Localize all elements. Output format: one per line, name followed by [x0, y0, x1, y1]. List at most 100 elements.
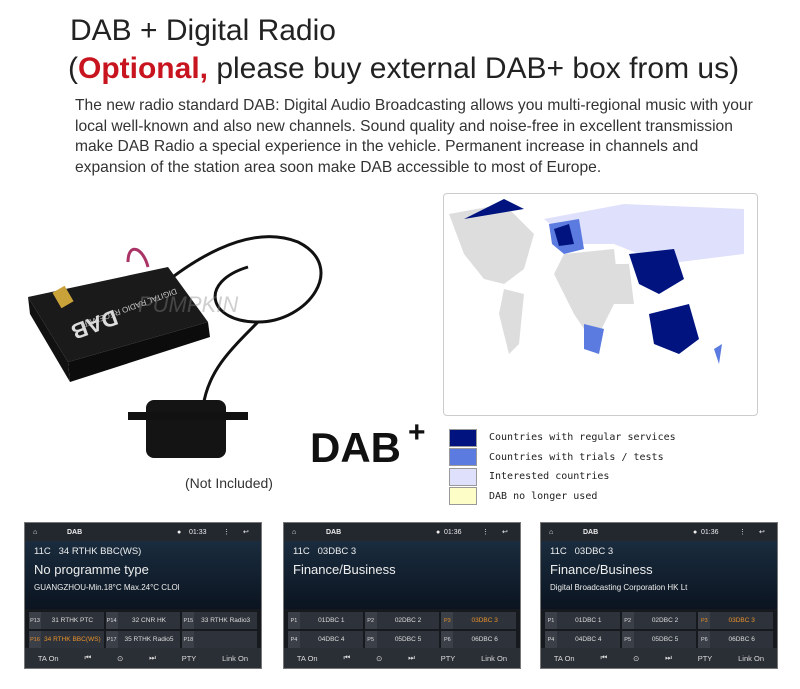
- menu-icon[interactable]: ⋮: [739, 529, 746, 536]
- preset-label: 03DBC 3: [471, 617, 498, 624]
- status-bar: ⌂ DAB ● 01:36 ⋮ ↩: [284, 523, 520, 541]
- preset-button[interactable]: P1 01DBC 1: [288, 612, 363, 629]
- preset-label: 01DBC 1: [575, 617, 602, 624]
- preset-button[interactable]: P15 33 RTHK Radio3: [182, 612, 258, 629]
- pty-button[interactable]: PTY: [697, 653, 713, 663]
- preset-label: 03DBC 3: [728, 617, 755, 624]
- prev-button[interactable]: ⏮: [600, 653, 608, 662]
- scan-button[interactable]: ⊙: [376, 653, 383, 663]
- ta-button[interactable]: TA On: [553, 653, 575, 663]
- programme-type: Finance/Business: [550, 562, 653, 577]
- dab-screen: ⌂ DAB ● 01:36 ⋮ ↩ 11C 03DBC 3 Finance/Bu…: [540, 522, 778, 669]
- dab-screen: ⌂ DAB ● 01:33 ⋮ ↩ 11C 34 RTHK BBC(WS) No…: [24, 522, 262, 669]
- preset-button[interactable]: P1 01DBC 1: [545, 612, 620, 629]
- preset-number: P1: [545, 612, 557, 629]
- preset-label: 33 RTHK Radio3: [201, 617, 251, 624]
- preset-number: P6: [441, 631, 454, 648]
- location-icon: ●: [436, 528, 441, 536]
- station-line: 11C 03DBC 3: [293, 546, 357, 557]
- next-button[interactable]: ⏭: [149, 653, 156, 662]
- description: The new radio standard DAB: Digital Audi…: [75, 97, 753, 176]
- prev-button[interactable]: ⏮: [84, 653, 92, 662]
- menu-icon[interactable]: ⋮: [223, 529, 230, 536]
- preset-grid: P1 01DBC 1 P2 02DBC 2 P3 03DBC 3 P4 04DBC 4 P5 05…: [541, 609, 777, 649]
- ta-button[interactable]: TA On: [296, 653, 318, 663]
- not-included-note: (Not Included): [185, 475, 273, 491]
- station-line: 11C 03DBC 3: [550, 546, 614, 557]
- bottom-toolbar: TA On ⏮ ⊙ ⏭ PTY Link On: [284, 648, 520, 668]
- dab-screen: ⌂ DAB ● 01:36 ⋮ ↩ 11C 03DBC 3 Finance/Bu…: [283, 522, 521, 669]
- preset-button[interactable]: P13 31 RTHK PTC: [29, 612, 104, 629]
- preset-button[interactable]: P3 03DBC 3: [441, 612, 517, 629]
- preset-button[interactable]: P4 04DBC 4: [288, 631, 363, 648]
- preset-button[interactable]: P3 03DBC 3: [698, 612, 774, 629]
- home-icon[interactable]: ⌂: [292, 528, 297, 536]
- home-icon[interactable]: ⌂: [33, 528, 38, 536]
- preset-button[interactable]: P6 06DBC 6: [698, 631, 774, 648]
- link-button[interactable]: Link On: [738, 653, 764, 663]
- programme-type: Finance/Business: [293, 562, 396, 577]
- station-info: 11C 03DBC 3 Finance/Business Digital Bro…: [541, 541, 777, 609]
- legend-label: Countries with trials / tests: [489, 451, 664, 463]
- preset-number: P16: [29, 631, 41, 648]
- pty-button[interactable]: PTY: [181, 653, 197, 663]
- preset-button[interactable]: P5 05DBC 5: [364, 631, 440, 648]
- back-icon[interactable]: ↩: [759, 529, 765, 536]
- preset-label: 02DBC 2: [651, 617, 679, 624]
- preset-label: 04DBC 4: [575, 636, 602, 643]
- home-icon[interactable]: ⌂: [549, 528, 554, 536]
- preset-button[interactable]: P17 35 RTHK Radio5: [105, 631, 181, 648]
- screen-title: DAB: [326, 528, 342, 536]
- link-button[interactable]: Link On: [222, 653, 248, 663]
- pty-button[interactable]: PTY: [440, 653, 456, 663]
- legend-swatch: [449, 428, 477, 447]
- menu-icon[interactable]: ⋮: [482, 529, 489, 536]
- prev-button[interactable]: ⏮: [343, 653, 351, 662]
- back-icon[interactable]: ↩: [502, 529, 508, 536]
- preset-number: P5: [364, 631, 377, 648]
- preset-number: P17: [105, 631, 118, 648]
- scan-button[interactable]: ⊙: [633, 653, 640, 663]
- page-subtitle: (Optional, please buy external DAB+ box …: [68, 52, 739, 86]
- preset-button[interactable]: P18: [182, 631, 258, 648]
- back-icon[interactable]: ↩: [243, 529, 249, 536]
- map-legend: Countries with regular services Countries…: [449, 428, 676, 506]
- subtitle-rest: please buy external DAB+ box from us): [208, 52, 740, 85]
- preset-number: P6: [698, 631, 711, 648]
- status-bar: ⌂ DAB ● 01:36 ⋮ ↩: [541, 523, 777, 541]
- preset-button[interactable]: P2 02DBC 2: [364, 612, 440, 629]
- link-button[interactable]: Link On: [481, 653, 507, 663]
- bottom-toolbar: TA On ⏮ ⊙ ⏭ PTY Link On: [541, 648, 777, 668]
- preset-button[interactable]: P16 34 RTHK BBC(WS): [29, 631, 104, 648]
- preset-button[interactable]: P4 04DBC 4: [545, 631, 620, 648]
- location-icon: ●: [693, 528, 698, 536]
- legend-item: Countries with regular services: [449, 428, 676, 448]
- svg-text:+: +: [408, 418, 426, 449]
- screen-title: DAB: [67, 528, 83, 536]
- legend-label: DAB no longer used: [489, 490, 598, 502]
- preset-number: P3: [441, 612, 454, 629]
- next-button[interactable]: ⏭: [665, 653, 672, 662]
- preset-label: 05DBC 5: [651, 636, 679, 643]
- svg-text:PUMPKIN: PUMPKIN: [138, 292, 238, 317]
- legend-item: DAB no longer used: [449, 487, 676, 507]
- preset-label: 32 CNR HK: [132, 617, 166, 624]
- legend-swatch: [449, 487, 477, 506]
- preset-number: P4: [288, 631, 300, 648]
- preset-button[interactable]: P6 06DBC 6: [441, 631, 517, 648]
- dab-receiver-image: DAB DIGITAL RADIO RECEIVER PUMPKIN: [28, 222, 328, 482]
- ta-button[interactable]: TA On: [37, 653, 59, 663]
- next-button[interactable]: ⏭: [408, 653, 415, 662]
- preset-button[interactable]: P5 05DBC 5: [621, 631, 697, 648]
- scan-button[interactable]: ⊙: [117, 653, 124, 663]
- clock: 01:33: [189, 528, 207, 536]
- preset-button[interactable]: P2 02DBC 2: [621, 612, 697, 629]
- preset-label: 01DBC 1: [318, 617, 345, 624]
- screen-title: DAB: [583, 528, 599, 536]
- dab-plus-logo: DAB +: [310, 416, 438, 473]
- clock: 01:36: [444, 528, 462, 536]
- clock: 01:36: [701, 528, 719, 536]
- preset-button[interactable]: P14 32 CNR HK: [105, 612, 181, 629]
- page-title: DAB + Digital Radio: [70, 14, 336, 47]
- preset-grid: P13 31 RTHK PTC P14 32 CNR HK P15 33 RTHK Rad…: [25, 609, 261, 649]
